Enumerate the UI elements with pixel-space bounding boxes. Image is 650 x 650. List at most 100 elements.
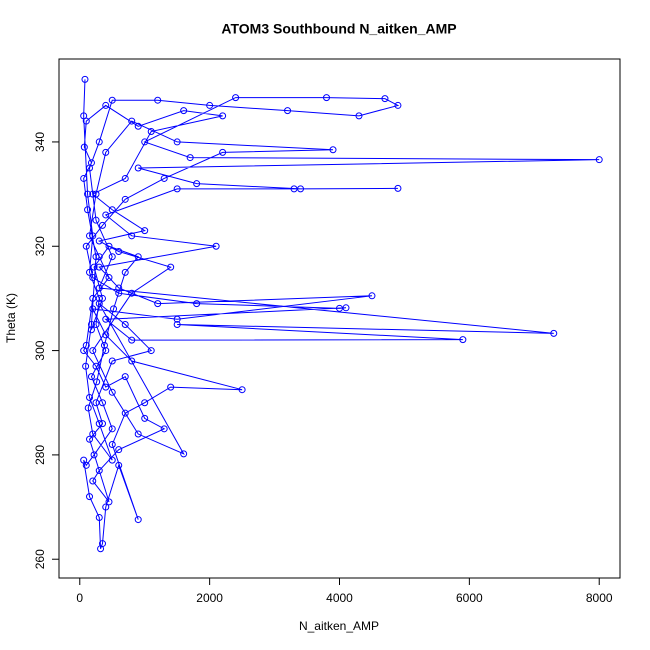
y-tick-label: 340 [33, 132, 47, 152]
point [121, 320, 129, 328]
point [80, 347, 88, 355]
point [128, 232, 136, 240]
point [95, 467, 103, 475]
point [173, 315, 181, 323]
point [219, 148, 227, 156]
x-axis-label: N_aitken_AMP [299, 619, 379, 633]
x-tick-label: 8000 [586, 591, 613, 605]
point [95, 513, 103, 521]
x-tick-label: 2000 [196, 591, 223, 605]
point [92, 320, 100, 328]
point [121, 174, 129, 182]
point [121, 409, 129, 417]
point [81, 75, 89, 83]
point [86, 268, 94, 276]
point [102, 347, 110, 355]
point [95, 300, 103, 308]
point [87, 373, 95, 381]
point [173, 320, 181, 328]
point [147, 347, 155, 355]
point [128, 289, 136, 297]
point [115, 289, 123, 297]
point [219, 112, 227, 120]
point [99, 221, 107, 229]
point [186, 154, 194, 162]
point [355, 112, 363, 120]
point [95, 284, 103, 292]
point [394, 184, 402, 192]
point [342, 304, 350, 312]
point [193, 180, 201, 188]
point [89, 430, 97, 438]
point [121, 373, 129, 381]
point [100, 341, 108, 349]
point [102, 383, 110, 391]
point [82, 117, 90, 125]
point [108, 440, 116, 448]
point [80, 456, 88, 464]
y-tick-label: 260 [33, 549, 47, 569]
point [92, 399, 100, 407]
point [99, 540, 107, 548]
point [95, 253, 103, 261]
point [110, 305, 118, 313]
point [206, 101, 214, 109]
point [154, 300, 162, 308]
point [92, 216, 100, 224]
point [99, 294, 107, 302]
point [92, 253, 100, 261]
point [212, 242, 220, 250]
x-tick-label: 4000 [326, 591, 353, 605]
point [89, 232, 97, 240]
point [167, 383, 175, 391]
point [89, 477, 97, 485]
chart-title: ATOM3 Southbound N_aitken_AMP [221, 21, 456, 37]
point [90, 263, 98, 271]
point [86, 435, 94, 443]
point [90, 451, 98, 459]
point [128, 117, 136, 125]
point [105, 274, 113, 282]
point [86, 232, 94, 240]
point [108, 253, 116, 261]
point [102, 148, 110, 156]
point [86, 394, 94, 402]
point [550, 329, 558, 337]
point [108, 388, 116, 396]
point [87, 326, 95, 334]
point [105, 498, 113, 506]
x-tick-label: 0 [76, 591, 83, 605]
point [108, 206, 116, 214]
point [336, 304, 343, 312]
point [147, 128, 155, 136]
point [102, 211, 110, 219]
point [102, 315, 110, 323]
point [102, 503, 110, 511]
point [297, 185, 305, 193]
point [80, 174, 88, 182]
point [92, 362, 100, 370]
point [105, 242, 113, 250]
point [121, 195, 129, 203]
point [84, 206, 92, 214]
point [86, 493, 94, 501]
point [102, 101, 110, 109]
point [134, 253, 142, 261]
point [134, 164, 142, 172]
point [95, 138, 103, 146]
point [115, 446, 123, 454]
y-axis-label: Theta (K) [4, 293, 18, 343]
point [82, 242, 90, 250]
point [394, 101, 402, 109]
point [232, 94, 240, 102]
point [80, 143, 88, 151]
point [128, 357, 136, 365]
point [84, 404, 92, 412]
x-tick-label: 6000 [456, 591, 483, 605]
point [115, 284, 123, 292]
point [160, 174, 168, 182]
y-tick-label: 280 [33, 445, 47, 465]
point [89, 274, 97, 282]
point [173, 138, 181, 146]
